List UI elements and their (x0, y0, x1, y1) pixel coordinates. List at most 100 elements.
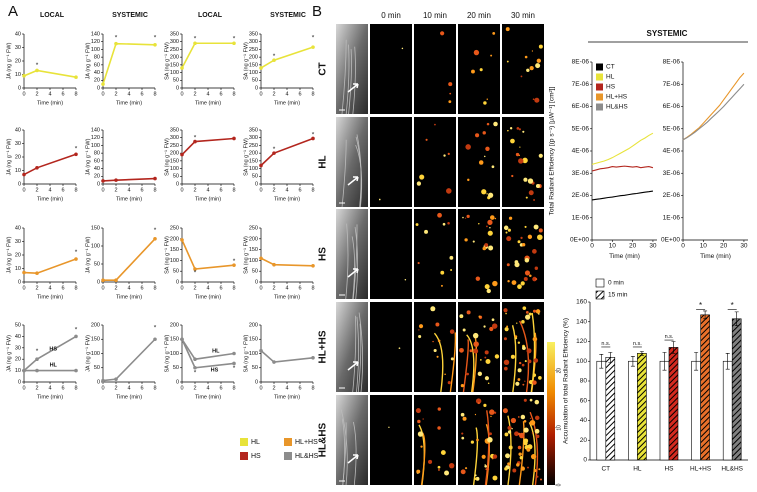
error-bar (630, 356, 635, 367)
signal-blob (517, 432, 521, 436)
signal-blob (527, 178, 534, 184)
data-point (180, 337, 184, 342)
image-tile (502, 209, 544, 299)
signal-stem (507, 415, 512, 486)
data-point (35, 271, 39, 276)
signal-blob (507, 129, 509, 132)
signal-blob (519, 146, 521, 148)
signal-blob (523, 440, 528, 446)
x-tick-label: 10 (700, 243, 708, 250)
signal-blob (449, 329, 455, 334)
plant-stem (340, 409, 348, 486)
image-row-label: CT (318, 62, 329, 75)
signal-blob (415, 223, 419, 227)
x-tick-label: 8 (153, 285, 156, 291)
image-column-header: 10 min (423, 11, 447, 20)
series-line (23, 258, 77, 275)
data-point (232, 263, 236, 267)
image-row-label: HL&HS (318, 422, 329, 457)
y-axis-label: SA (ng g⁻¹ FW) (243, 42, 249, 80)
signal-blob (465, 144, 471, 150)
y-tick-label: 40 (15, 334, 21, 340)
x-tick-label: 0 (259, 187, 262, 193)
data-point (193, 41, 197, 46)
legend-swatch (596, 83, 603, 91)
x-tick-label: 0 (590, 243, 594, 250)
x-tick-label: HL (633, 466, 642, 473)
signal-blob (492, 280, 498, 287)
x-tick-label: 6 (140, 91, 143, 97)
y-tick-label: 7E-06 (572, 81, 590, 88)
signal-blob (437, 212, 442, 218)
signal-blob (516, 463, 520, 467)
x-tick-label: 0 (22, 187, 25, 193)
y-tick-label: 100 (91, 143, 100, 149)
signal-blob (417, 261, 420, 265)
x-tick-label: 20 (720, 243, 728, 250)
y-tick-label: 0 (255, 279, 258, 285)
y-tick-label: 80 (94, 151, 100, 157)
signal-blob (523, 419, 527, 423)
data-point (101, 82, 105, 86)
signal-blob (529, 419, 536, 426)
y-tick-label: 20 (15, 154, 21, 160)
bar (722, 360, 733, 461)
data-point (101, 378, 105, 383)
signal-blob (467, 178, 470, 182)
y-tick-label: 250 (249, 143, 258, 149)
x-tick-label: 4 (48, 385, 51, 391)
y-tick-label: 8E-06 (663, 59, 681, 66)
legend-label: HS (606, 84, 616, 91)
y-tick-label: 100 (170, 258, 179, 264)
series-line (591, 165, 654, 172)
signal-blob (518, 158, 524, 164)
data-point (114, 41, 118, 46)
y-tick-label: 200 (249, 55, 258, 61)
signal-blob (486, 122, 490, 126)
signal-blob (472, 240, 475, 243)
x-axis-label: Time (min) (116, 196, 142, 202)
x-tick-label: 2 (193, 285, 196, 291)
column-header: LOCAL (198, 12, 223, 19)
signal-blob (503, 337, 507, 341)
signal-blob (487, 382, 490, 385)
x-axis-label: Time (min) (274, 294, 300, 300)
data-point (74, 368, 78, 373)
y-tick-label: 150 (91, 225, 100, 231)
signal-blob (474, 413, 477, 416)
y-tick-label: 200 (170, 322, 179, 328)
x-tick-label: 8 (74, 385, 77, 391)
signal-blob (514, 335, 518, 338)
x-tick-label: 8 (311, 91, 314, 97)
data-point (153, 43, 157, 47)
legend-swatch (595, 278, 605, 288)
signal-blob (460, 412, 465, 417)
signal-blob (507, 228, 511, 232)
signal-blob (509, 127, 513, 130)
signal-blob (486, 98, 488, 100)
plant-stem (358, 312, 364, 393)
series-line (23, 69, 77, 78)
signal-blob (484, 376, 489, 381)
y-tick-label: 6E-06 (663, 103, 681, 110)
data-point (114, 178, 118, 182)
signal-blob (536, 434, 540, 439)
arrow (347, 454, 359, 464)
y-tick-label: 30 (15, 141, 21, 147)
data-point (22, 74, 26, 78)
signal-stem (462, 339, 469, 393)
plant-stem (353, 421, 357, 486)
y-tick-label: 0 (18, 181, 21, 187)
y-tick-label: 350 (249, 127, 258, 133)
signal-blob (505, 231, 508, 234)
error-bar (703, 310, 708, 320)
y-tick-label: 0 (255, 379, 258, 385)
y-tick-label: 1E-06 (663, 214, 681, 221)
x-tick-label: 2 (114, 187, 117, 193)
signal-blob (486, 225, 488, 228)
x-tick-label: 0 (22, 285, 25, 291)
x-tick-label: 8 (311, 187, 314, 193)
signal-blob (462, 216, 464, 219)
y-tick-label: 10 (15, 72, 21, 78)
signal-blob (535, 184, 540, 189)
